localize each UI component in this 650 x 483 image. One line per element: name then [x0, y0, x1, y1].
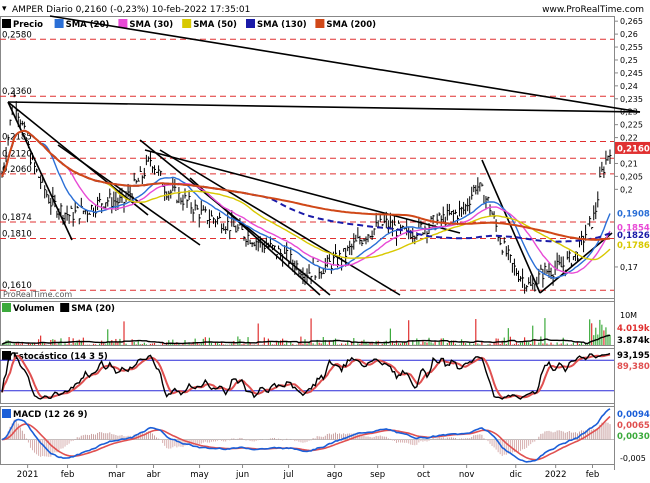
x-tick-label: nov — [459, 470, 475, 480]
x-tick-label: oct — [417, 470, 431, 480]
legend-swatch — [246, 19, 255, 28]
stoch-k-last-label: 93,195 — [617, 351, 650, 361]
y-tick-label: -0,005 — [620, 454, 646, 463]
price-panel[interactable]: 0,2580 0,2360 0,2185 0,2120 0,2060 0,1874 0,18… — [0, 15, 650, 296]
y-tick-label: 0,25 — [620, 56, 638, 65]
legend-label: SMA (200) — [326, 20, 376, 30]
site-link[interactable]: www.ProRealTime.com — [542, 5, 644, 15]
level-label: 0,2185 — [2, 132, 32, 142]
panel-frames — [0, 16, 615, 470]
x-tick-label: may — [190, 470, 209, 480]
legend-label: Precio — [13, 20, 43, 30]
ma-last-label: 0,1908 — [617, 210, 650, 220]
legend-swatch — [2, 351, 11, 360]
volume-last-label: 4.019k — [617, 324, 650, 334]
y-tick-label: 0,24 — [620, 82, 638, 91]
legend-label: SMA (30) — [129, 20, 173, 30]
y-tick-label: 0,245 — [620, 69, 643, 78]
trend-line — [57, 144, 201, 246]
legend-swatch — [118, 19, 128, 28]
legend-swatch — [2, 19, 11, 28]
volume-sma-last-label: 3.874k — [617, 336, 650, 346]
stoch-d-last-label: 89,380 — [617, 362, 650, 372]
x-tick-label: dic — [510, 470, 523, 480]
y-tick-label: 0,265 — [620, 17, 643, 26]
last-price-label: 0,2160 — [617, 144, 650, 154]
y-tick-label: 0,235 — [620, 95, 643, 104]
y-tick-label: 0,22 — [620, 134, 638, 143]
app-menu-icon[interactable]: ▾ — [2, 4, 7, 14]
level-label: 0,2360 — [2, 87, 32, 97]
x-tick-label: feb — [586, 470, 600, 480]
x-axis: 2021 feb mar abr may jun jul ago sep oct nov dic 202… — [17, 464, 600, 480]
y-tick-label: 0,255 — [620, 43, 643, 52]
legend-label: SMA (50) — [193, 20, 237, 30]
header: ▾ AMPER Diario 0,2160 (-0,23%) 10-feb-20… — [0, 0, 650, 16]
chart-title: AMPER Diario 0,2160 (-0,23%) 10-feb-2022… — [12, 5, 250, 15]
level-label: 0,2580 — [2, 30, 32, 40]
trend-line — [159, 149, 401, 296]
y-tick-label: 0,205 — [620, 172, 643, 181]
x-tick-label: jul — [283, 470, 294, 480]
watermark: ProRealTime.com — [3, 290, 72, 299]
level-label: 0,1810 — [2, 229, 32, 239]
ma-last-label: 0,1786 — [617, 241, 650, 251]
sma-130-line — [1, 129, 611, 243]
y-tick-label: 0,17 — [620, 263, 638, 272]
legend-swatch — [60, 303, 70, 312]
legend-label: SMA (20) — [66, 20, 110, 30]
y-tick-label: 10M — [620, 311, 637, 320]
trend-line — [481, 159, 541, 294]
macd-last-label: 0,0094 — [617, 410, 650, 420]
legend-swatch — [54, 19, 64, 28]
legend-swatch — [2, 409, 11, 418]
x-tick-label: 2022 — [545, 470, 567, 480]
y-tick-label: 0,225 — [620, 121, 643, 130]
level-label: 0,1874 — [2, 213, 32, 223]
level-label: 0,2060 — [2, 165, 32, 175]
last-price-badge — [615, 141, 650, 154]
volume-panel[interactable]: Volumen SMA (20) 10M 4.019k 3.874k — [1, 303, 650, 346]
legend-label: SMA (20) — [71, 304, 115, 314]
legend-label: Estocástico (14 3 5) — [13, 352, 108, 362]
macd-signal-line — [1, 415, 611, 461]
stoch-k-line — [1, 352, 611, 400]
sma-30-line — [1, 129, 611, 274]
legend-label: MACD (12 26 9) — [13, 410, 88, 420]
sma-200-line — [1, 129, 611, 241]
x-tick-label: mar — [108, 470, 125, 480]
ma-last-label: 0,1826 — [617, 231, 650, 241]
volume-sma-line — [1, 334, 611, 345]
legend-swatch — [182, 19, 192, 28]
trend-line — [49, 15, 641, 113]
sma-20-line — [1, 129, 611, 279]
trend-line — [144, 149, 461, 234]
level-label: 0,1610 — [2, 281, 32, 291]
x-tick-label: abr — [146, 470, 161, 480]
x-tick-label: ago — [327, 470, 343, 480]
x-tick-label: sep — [370, 470, 385, 480]
x-tick-label: jun — [235, 470, 249, 480]
x-tick-label: 2021 — [17, 470, 39, 480]
ma-last-label: 0,1854 — [617, 224, 650, 234]
trend-line — [7, 101, 641, 113]
legend-swatch — [2, 303, 11, 312]
y-tick-label: 0,21 — [620, 159, 638, 168]
level-label: 0,2120 — [2, 149, 32, 159]
x-tick-label: feb — [61, 470, 75, 480]
macd-line — [1, 408, 611, 463]
legend-label: SMA (130) — [257, 20, 307, 30]
y-tick-label: 0,2 — [620, 185, 633, 194]
legend-label: Volumen — [13, 304, 55, 314]
signal-last-label: 0,0065 — [617, 421, 650, 431]
trend-line — [539, 232, 613, 294]
legend-swatch — [315, 19, 325, 28]
y-tick-label: 0,26 — [620, 30, 638, 39]
hist-last-label: 0,0030 — [617, 432, 650, 442]
